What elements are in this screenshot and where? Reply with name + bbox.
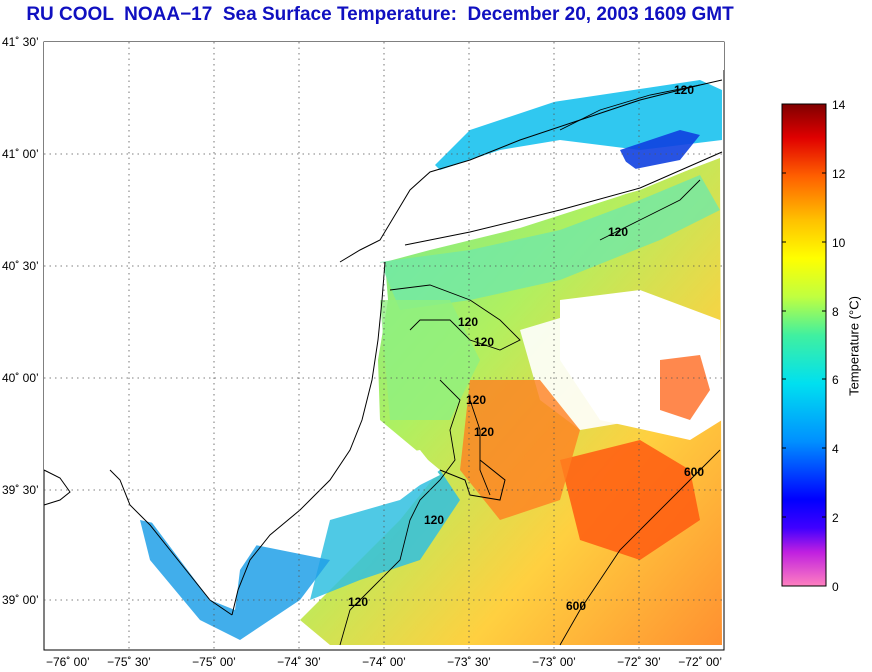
lon-tick-label: −75˚ 30’ xyxy=(107,655,151,669)
colorbar-title: Temperature (°C) xyxy=(846,296,862,396)
coastline xyxy=(43,79,723,616)
sst-field xyxy=(120,80,722,645)
bathymetry-contours xyxy=(339,84,721,646)
contour-label: 120 xyxy=(424,513,444,527)
colorbar-tick-label: 4 xyxy=(832,442,839,456)
lon-tick-label: −74˚ 00’ xyxy=(362,655,406,669)
page-title: RU COOL NOAA−17 Sea Surface Temperature:… xyxy=(26,4,734,25)
lat-tick-label: 41˚ 30’ xyxy=(2,35,39,49)
lon-tick-label: −72˚ 00’ xyxy=(678,655,722,669)
colorbar-tick-label: 6 xyxy=(832,373,839,387)
contour-label: 120 xyxy=(608,225,628,239)
lat-tick-label: 39˚ 30’ xyxy=(2,483,39,497)
contour-label: 120 xyxy=(474,425,494,439)
contour-label: 600 xyxy=(684,465,704,479)
contour-label: 600 xyxy=(566,599,586,613)
contour-labels: 120 120 120 120 120 120 120 120 600 600 xyxy=(348,83,704,613)
colorbar-tick-label: 14 xyxy=(832,98,846,112)
lat-tick-label: 41˚ 00’ xyxy=(2,147,39,161)
colorbar-tick-label: 8 xyxy=(832,305,839,319)
grid xyxy=(44,42,724,650)
contour-label: 120 xyxy=(674,83,694,97)
colorbar-ticks xyxy=(782,103,826,518)
land-mask xyxy=(44,42,724,610)
lon-tick-label: −73˚ 30’ xyxy=(447,655,491,669)
lat-tick-label: 40˚ 00’ xyxy=(2,371,39,385)
contour-label: 120 xyxy=(348,595,368,609)
lon-tick-label: −75˚ 00’ xyxy=(192,655,236,669)
colorbar-tick-labels: 14 12 10 8 6 4 2 0 xyxy=(832,98,846,594)
latitude-labels: 41˚ 30’ 41˚ 00’ 40˚ 30’ 40˚ 00’ 39˚ 30’ … xyxy=(2,35,39,607)
lon-tick-label: −76˚ 00’ xyxy=(46,655,90,669)
contour-label: 120 xyxy=(474,335,494,349)
colorbar-tick-label: 2 xyxy=(832,511,839,525)
lon-tick-label: −72˚ 30’ xyxy=(617,655,661,669)
colorbar-tick-label: 12 xyxy=(832,167,846,181)
colorbar xyxy=(781,103,827,587)
longitude-labels: −76˚ 00’ −75˚ 30’ −75˚ 00’ −74˚ 30’ −74˚… xyxy=(46,655,722,669)
contour-label: 120 xyxy=(466,393,486,407)
lat-tick-label: 39˚ 00’ xyxy=(2,593,39,607)
lon-tick-label: −74˚ 30’ xyxy=(277,655,321,669)
colorbar-tick-label: 0 xyxy=(832,580,839,594)
colorbar-tick-label: 10 xyxy=(832,236,846,250)
lat-tick-label: 40˚ 30’ xyxy=(2,259,39,273)
contour-label: 120 xyxy=(458,315,478,329)
lon-tick-label: −73˚ 00’ xyxy=(532,655,576,669)
